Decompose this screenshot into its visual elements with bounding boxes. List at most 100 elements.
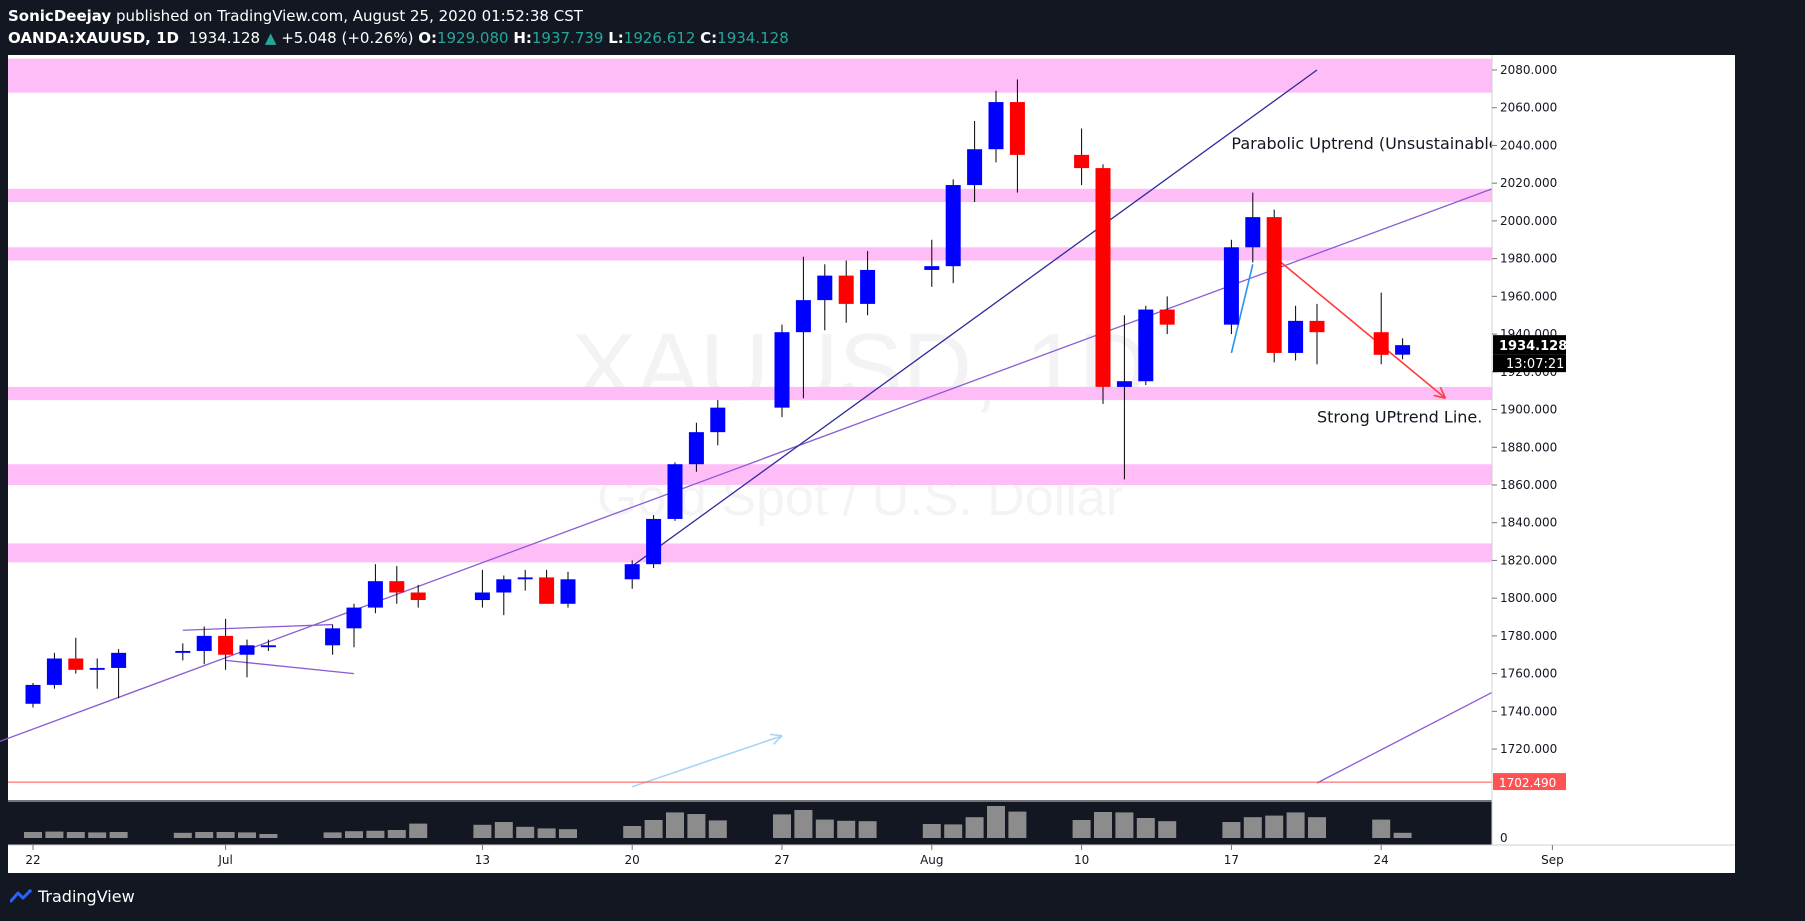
- volume-bar[interactable]: [1072, 820, 1091, 838]
- support-resistance-zone[interactable]: [8, 464, 1492, 485]
- candle[interactable]: [1395, 338, 1411, 360]
- candle[interactable]: [945, 179, 961, 284]
- candle[interactable]: [795, 256, 811, 399]
- candle[interactable]: [1009, 79, 1025, 193]
- symbol-label[interactable]: OANDA:XAUUSD, 1D: [8, 29, 179, 47]
- volume-bar[interactable]: [366, 830, 385, 838]
- candle[interactable]: [539, 569, 555, 604]
- price-axis[interactable]: 2080.000 2060.000 2040.000 2020.000 2000.000…: [1491, 55, 1735, 845]
- volume-bar[interactable]: [794, 810, 813, 838]
- candle[interactable]: [774, 324, 790, 418]
- volume-bar[interactable]: [858, 821, 877, 838]
- candle[interactable]: [646, 515, 662, 568]
- volume-bar[interactable]: [216, 832, 235, 838]
- candle[interactable]: [688, 422, 704, 472]
- volume-bar[interactable]: [559, 829, 577, 838]
- candle[interactable]: [1074, 128, 1090, 186]
- volume-bar[interactable]: [45, 831, 64, 838]
- candle[interactable]: [346, 603, 362, 648]
- volume-bar[interactable]: [1115, 812, 1134, 838]
- volume-bar[interactable]: [494, 822, 513, 838]
- volume-bar[interactable]: [944, 824, 963, 838]
- candle[interactable]: [111, 649, 127, 699]
- candle[interactable]: [410, 584, 426, 608]
- volume-bar[interactable]: [623, 826, 642, 838]
- support-resistance-zone[interactable]: [8, 58, 1492, 93]
- volume-bar[interactable]: [88, 832, 107, 838]
- candle[interactable]: [260, 639, 276, 651]
- volume-bar[interactable]: [345, 831, 363, 838]
- volume-bar[interactable]: [1393, 832, 1412, 838]
- candle[interactable]: [89, 658, 105, 689]
- candle[interactable]: [988, 90, 1004, 163]
- candle[interactable]: [68, 637, 84, 674]
- time-axis[interactable]: 22Jul132027Aug101724Sep1421Oct: [8, 844, 1805, 873]
- volume-bar[interactable]: [323, 832, 342, 838]
- candle[interactable]: [560, 571, 576, 608]
- volume-bar[interactable]: [1372, 819, 1391, 838]
- volume-bar[interactable]: [1136, 818, 1155, 838]
- volume-bar[interactable]: [965, 817, 984, 838]
- drawing-segment[interactable]: [1230, 264, 1254, 354]
- candle[interactable]: [196, 626, 212, 665]
- candle[interactable]: [924, 239, 940, 287]
- candle[interactable]: [239, 639, 255, 678]
- volume-bar[interactable]: [644, 820, 663, 838]
- volume-bar[interactable]: [1094, 812, 1112, 838]
- volume-bar[interactable]: [109, 832, 128, 838]
- volume-bar[interactable]: [773, 814, 791, 838]
- candle[interactable]: [474, 569, 490, 608]
- candle[interactable]: [624, 560, 640, 589]
- volume-bar[interactable]: [1243, 817, 1262, 838]
- candle[interactable]: [175, 643, 191, 661]
- candle[interactable]: [367, 564, 383, 614]
- candle[interactable]: [25, 683, 41, 708]
- volume-bar[interactable]: [195, 832, 214, 838]
- candle[interactable]: [710, 400, 726, 446]
- candle[interactable]: [838, 260, 854, 323]
- trend-line[interactable]: [1316, 691, 1493, 784]
- volume-bar[interactable]: [815, 819, 834, 838]
- candle[interactable]: [1223, 239, 1239, 335]
- candle[interactable]: [667, 462, 683, 521]
- trend-line[interactable]: [182, 623, 333, 631]
- candle[interactable]: [1245, 192, 1261, 263]
- tradingview-logo[interactable]: TradingView: [10, 887, 135, 906]
- candle[interactable]: [218, 618, 234, 670]
- volume-bar[interactable]: [24, 832, 42, 838]
- candle[interactable]: [325, 624, 341, 655]
- arrow-drawing[interactable]: [1273, 256, 1447, 399]
- support-resistance-zone[interactable]: [8, 386, 1492, 401]
- volume-bar[interactable]: [666, 812, 684, 838]
- plot-background[interactable]: [8, 55, 1492, 800]
- candle[interactable]: [389, 566, 405, 604]
- candle[interactable]: [1373, 292, 1389, 365]
- candle[interactable]: [1116, 315, 1132, 480]
- low-price-tag[interactable]: [1493, 773, 1566, 791]
- candle[interactable]: [967, 120, 983, 203]
- candle[interactable]: [1309, 303, 1325, 365]
- candle[interactable]: [1138, 305, 1154, 386]
- candle[interactable]: [517, 569, 533, 591]
- current-price-tag[interactable]: [1493, 335, 1566, 355]
- volume-bar[interactable]: [837, 820, 856, 838]
- volume-bar[interactable]: [387, 830, 406, 838]
- volume-bar[interactable]: [1286, 812, 1305, 838]
- volume-bar[interactable]: [537, 828, 556, 838]
- volume-bar[interactable]: [173, 832, 192, 838]
- volume-bar[interactable]: [1008, 811, 1027, 838]
- candle[interactable]: [860, 251, 876, 316]
- chart-annotation[interactable]: Parabolic Uptrend (Unsustainable): [1231, 134, 1505, 153]
- author-name[interactable]: SonicDeejay: [8, 7, 112, 25]
- volume-bar[interactable]: [1158, 821, 1177, 838]
- candle[interactable]: [496, 575, 512, 616]
- volume-bar[interactable]: [1308, 817, 1326, 838]
- trend-line[interactable]: [631, 69, 1318, 567]
- candle[interactable]: [46, 652, 62, 689]
- volume-bar[interactable]: [1222, 822, 1241, 838]
- chart-annotation[interactable]: Strong UPtrend Line.: [1317, 408, 1482, 427]
- arrow-drawing[interactable]: [631, 733, 783, 788]
- volume-bar[interactable]: [238, 832, 256, 838]
- volume-bar[interactable]: [687, 814, 706, 838]
